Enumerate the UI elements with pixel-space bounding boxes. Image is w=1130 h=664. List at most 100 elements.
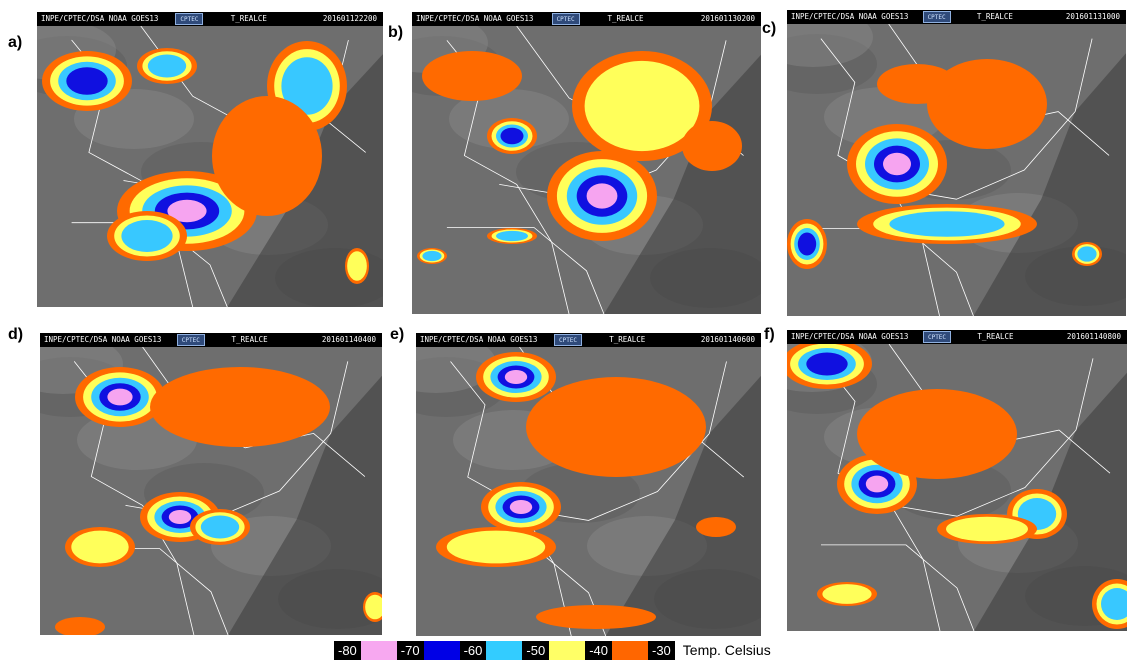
- cloud-top-orange: [696, 517, 736, 537]
- satellite-image: [37, 26, 383, 307]
- timestamp-label: 201601140600: [700, 335, 755, 344]
- cloud-top-orange: [422, 51, 522, 101]
- satellite-panel-d: INPE/CPTEC/DSA NOAA GOES13 CPTEC T_REALC…: [40, 333, 382, 635]
- cloud-top-pink: [883, 152, 911, 176]
- legend-swatch-blue: [423, 640, 460, 660]
- cloud-top-blue: [500, 127, 524, 145]
- cloud-top-yellow: [446, 530, 546, 564]
- cloud-top-cyan: [889, 211, 1005, 237]
- product-label: T_REALCE: [231, 335, 268, 344]
- satellite-panel-a: INPE/CPTEC/DSA NOAA GOES13 CPTEC T_REALC…: [37, 12, 383, 307]
- panel-label-a: a): [8, 34, 23, 51]
- panel-header: INPE/CPTEC/DSA NOAA GOES13 CPTEC T_REALC…: [787, 10, 1126, 24]
- ocean-region: [603, 54, 761, 314]
- cloud-top-blue: [66, 67, 108, 95]
- panel-label-d: d): [8, 326, 24, 343]
- legend-swatch-cyan: [486, 640, 523, 660]
- legend-swatch-orange: [611, 640, 648, 660]
- product-label: T_REALCE: [976, 12, 1013, 21]
- cptec-logo: CPTEC: [922, 11, 951, 23]
- panel-header: INPE/CPTEC/DSA NOAA GOES13 CPTEC T_REALC…: [40, 333, 382, 347]
- satellite-panel-e: INPE/CPTEC/DSA NOAA GOES13 CPTEC T_REALC…: [416, 333, 761, 636]
- legend-unit: Temp. Celsius: [682, 642, 771, 658]
- cloud-top-cyan: [1101, 588, 1127, 620]
- product-label: T_REALCE: [609, 335, 646, 344]
- timestamp-label: 201601140400: [321, 335, 376, 344]
- cloud-top-yellow: [347, 251, 367, 281]
- panel-label-f: f): [764, 326, 775, 343]
- cloud-top-cyan: [147, 54, 187, 78]
- cptec-logo: CPTEC: [923, 331, 951, 343]
- cloud-top-pink: [504, 370, 528, 384]
- cloud-top-yellow: [71, 530, 129, 564]
- cloud-top-orange: [150, 367, 330, 447]
- timestamp-label: 201601130200: [700, 14, 755, 23]
- cloud-top-pink: [107, 388, 133, 406]
- panel-header: INPE/CPTEC/DSA NOAA GOES13 CPTEC T_REALC…: [787, 330, 1127, 344]
- source-label: INPE/CPTEC/DSA NOAA GOES13: [791, 12, 909, 21]
- cloud-top-orange: [526, 377, 706, 477]
- legend-swatch-pink: [360, 640, 397, 660]
- source-label: INPE/CPTEC/DSA NOAA GOES13: [41, 14, 159, 23]
- source-label: INPE/CPTEC/DSA NOAA GOES13: [420, 335, 538, 344]
- cloud-top-orange: [682, 121, 742, 171]
- political-border: [821, 544, 975, 631]
- legend-value: -30: [647, 640, 675, 660]
- timestamp-label: 201601140800: [1066, 332, 1121, 341]
- source-label: INPE/CPTEC/DSA NOAA GOES13: [44, 335, 162, 344]
- cptec-logo: CPTEC: [554, 334, 582, 346]
- cloud-top-cyan: [422, 250, 442, 262]
- cloud-top-cyan: [1077, 246, 1097, 262]
- cloud-top-orange: [877, 64, 957, 104]
- satellite-image: [416, 347, 761, 636]
- source-label: INPE/CPTEC/DSA NOAA GOES13: [791, 332, 909, 341]
- legend-swatch-yellow: [549, 640, 586, 660]
- cptec-logo: CPTEC: [176, 334, 205, 346]
- satellite-image: [787, 24, 1126, 316]
- panel-header: INPE/CPTEC/DSA NOAA GOES13 CPTEC T_REALC…: [412, 12, 761, 26]
- cloud-texture: [416, 347, 496, 393]
- satellite-image: [787, 344, 1127, 631]
- satellite-image: [412, 26, 761, 314]
- political-border: [446, 227, 605, 314]
- ocean-region: [228, 375, 382, 635]
- cloud-top-yellow: [584, 60, 700, 152]
- legend-value: -50: [522, 640, 550, 660]
- panel-label-b: b): [388, 24, 404, 41]
- cloud-top-pink: [167, 199, 207, 223]
- legend-value: -60: [459, 640, 487, 660]
- cloud-top-yellow: [946, 516, 1028, 542]
- cloud-top-blue: [797, 232, 817, 256]
- cptec-logo: CPTEC: [175, 13, 204, 25]
- cloud-top-pink: [586, 183, 618, 209]
- satellite-image: [40, 347, 382, 635]
- legend-value: -80: [334, 640, 361, 660]
- product-label: T_REALCE: [977, 332, 1014, 341]
- cloud-top-cyan: [200, 515, 240, 539]
- cloud-top-orange: [857, 389, 1017, 479]
- legend-value: -70: [396, 640, 424, 660]
- panel-header: INPE/CPTEC/DSA NOAA GOES13 CPTEC T_REALC…: [37, 12, 383, 26]
- cloud-top-pink: [865, 475, 889, 493]
- source-label: INPE/CPTEC/DSA NOAA GOES13: [416, 14, 534, 23]
- cloud-texture: [787, 34, 877, 94]
- timestamp-label: 201601122200: [322, 14, 377, 23]
- cloud-top-cyan: [281, 57, 333, 115]
- panel-label-e: e): [390, 326, 405, 343]
- cloud-top-yellow: [365, 594, 382, 620]
- cloud-top-orange: [536, 605, 656, 629]
- satellite-panel-b: INPE/CPTEC/DSA NOAA GOES13 CPTEC T_REALC…: [412, 12, 761, 314]
- cloud-top-orange: [55, 617, 105, 635]
- legend-value: -40: [585, 640, 612, 660]
- product-label: T_REALCE: [607, 14, 644, 23]
- product-label: T_REALCE: [230, 14, 267, 23]
- cloud-top-cyan: [496, 230, 528, 242]
- cloud-texture: [787, 24, 873, 67]
- political-border: [502, 361, 727, 521]
- cloud-top-orange: [927, 59, 1047, 149]
- cloud-top-cyan: [121, 220, 173, 252]
- satellite-panel-c: INPE/CPTEC/DSA NOAA GOES13 CPTEC T_REALC…: [787, 10, 1126, 316]
- cloud-top-blue: [806, 352, 848, 376]
- cloud-top-pink: [168, 510, 192, 524]
- satellite-panel-f: INPE/CPTEC/DSA NOAA GOES13 CPTEC T_REALC…: [787, 330, 1127, 631]
